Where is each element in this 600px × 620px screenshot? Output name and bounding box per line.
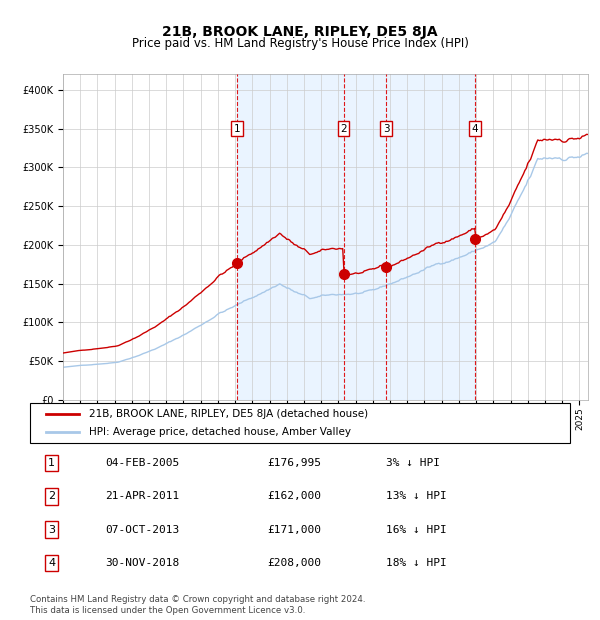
Text: £162,000: £162,000: [268, 492, 322, 502]
Text: 21B, BROOK LANE, RIPLEY, DE5 8JA: 21B, BROOK LANE, RIPLEY, DE5 8JA: [162, 25, 438, 39]
Text: £208,000: £208,000: [268, 558, 322, 568]
Text: 13% ↓ HPI: 13% ↓ HPI: [386, 492, 447, 502]
Text: This data is licensed under the Open Government Licence v3.0.: This data is licensed under the Open Gov…: [30, 606, 305, 616]
FancyBboxPatch shape: [30, 403, 570, 443]
Text: 07-OCT-2013: 07-OCT-2013: [106, 525, 180, 534]
Text: Price paid vs. HM Land Registry's House Price Index (HPI): Price paid vs. HM Land Registry's House …: [131, 37, 469, 50]
Text: HPI: Average price, detached house, Amber Valley: HPI: Average price, detached house, Ambe…: [89, 427, 352, 437]
Text: 2: 2: [48, 492, 55, 502]
Text: 21B, BROOK LANE, RIPLEY, DE5 8JA (detached house): 21B, BROOK LANE, RIPLEY, DE5 8JA (detach…: [89, 409, 368, 419]
Text: 4: 4: [472, 123, 478, 134]
Text: £171,000: £171,000: [268, 525, 322, 534]
Bar: [236, 74, 475, 400]
Text: 04-FEB-2005: 04-FEB-2005: [106, 458, 180, 468]
Text: 4: 4: [48, 558, 55, 568]
Text: 1: 1: [233, 123, 240, 134]
Text: 18% ↓ HPI: 18% ↓ HPI: [386, 558, 447, 568]
Text: Contains HM Land Registry data © Crown copyright and database right 2024.: Contains HM Land Registry data © Crown c…: [30, 595, 365, 604]
Text: 3% ↓ HPI: 3% ↓ HPI: [386, 458, 440, 468]
Text: 1: 1: [48, 458, 55, 468]
Text: 3: 3: [48, 525, 55, 534]
Text: 30-NOV-2018: 30-NOV-2018: [106, 558, 180, 568]
Text: 21-APR-2011: 21-APR-2011: [106, 492, 180, 502]
Text: 3: 3: [383, 123, 389, 134]
Text: 16% ↓ HPI: 16% ↓ HPI: [386, 525, 447, 534]
Text: £176,995: £176,995: [268, 458, 322, 468]
Text: 2: 2: [340, 123, 347, 134]
